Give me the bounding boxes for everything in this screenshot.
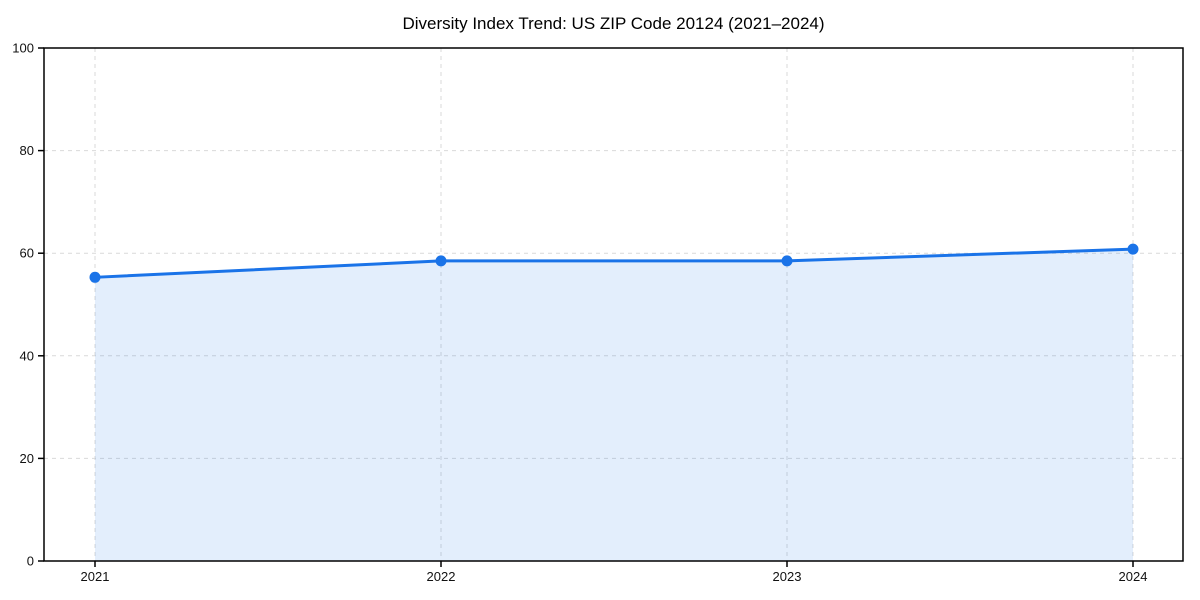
data-point-marker bbox=[1127, 243, 1139, 255]
trend-line bbox=[93, 247, 1135, 279]
data-point-marker bbox=[89, 271, 101, 283]
x-tick-label: 2024 bbox=[1119, 569, 1148, 584]
y-tick-label: 20 bbox=[20, 451, 34, 466]
x-tick-label: 2023 bbox=[773, 569, 802, 584]
y-tick-label: 0 bbox=[27, 554, 34, 569]
y-tick-label: 80 bbox=[20, 143, 34, 158]
x-tick-label: 2021 bbox=[81, 569, 110, 584]
data-point-marker bbox=[781, 255, 793, 267]
y-tick-label: 40 bbox=[20, 348, 34, 363]
y-tick-label: 60 bbox=[20, 246, 34, 261]
x-tick-label: 2022 bbox=[427, 569, 456, 584]
axis-frame bbox=[43, 47, 1184, 562]
y-tick-label: 100 bbox=[12, 41, 34, 56]
area-fill bbox=[95, 249, 1133, 561]
data-point-marker bbox=[435, 255, 447, 267]
chart-title: Diversity Index Trend: US ZIP Code 20124… bbox=[402, 14, 825, 33]
